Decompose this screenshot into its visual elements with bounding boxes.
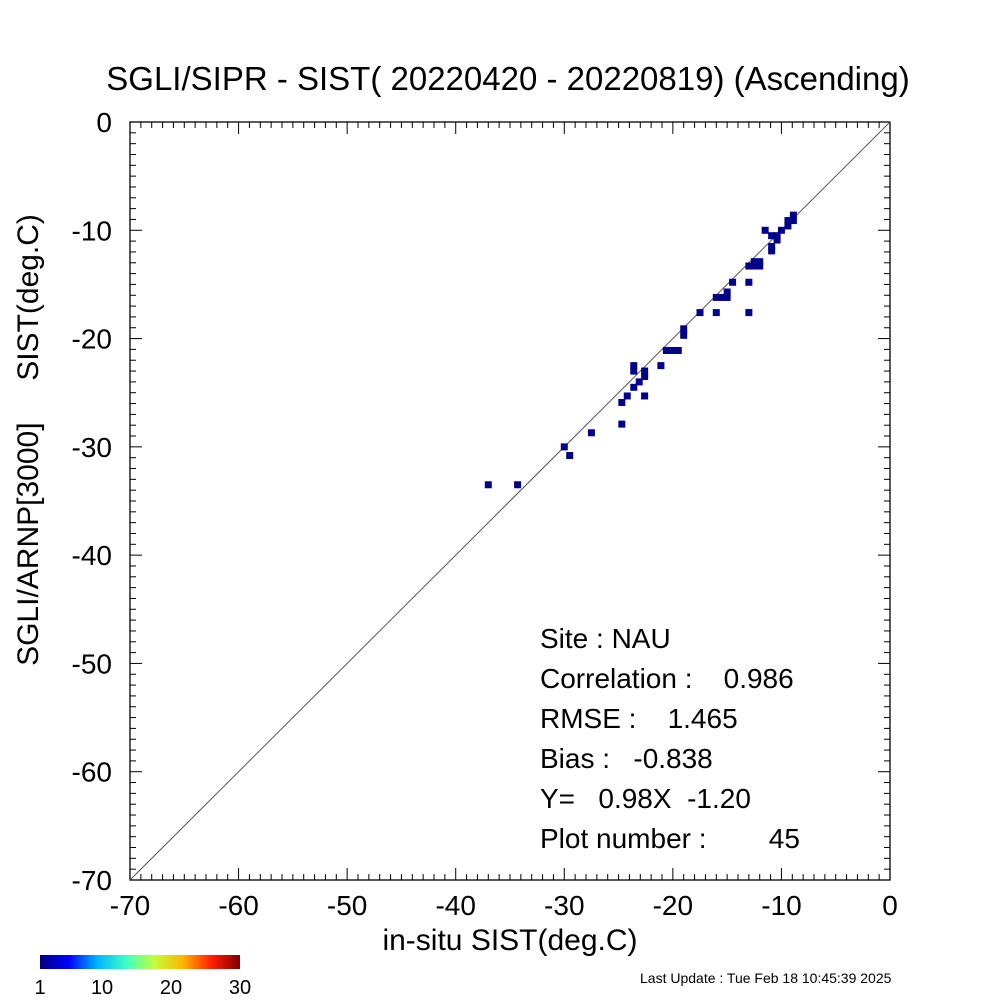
data-point — [630, 362, 638, 370]
data-point — [784, 217, 792, 225]
data-point — [674, 346, 682, 354]
stat-bias: Bias : -0.838 — [540, 743, 713, 774]
data-point — [723, 293, 731, 301]
stat-regression: Y= 0.98X -1.20 — [540, 783, 751, 814]
stat-site: Site : NAU — [540, 623, 671, 654]
data-points — [484, 211, 797, 489]
data-point — [756, 262, 764, 270]
data-point — [768, 243, 776, 251]
data-point — [630, 367, 638, 375]
data-point — [662, 346, 670, 354]
data-point — [484, 481, 492, 489]
data-point — [723, 288, 731, 296]
data-point — [641, 392, 649, 400]
data-point — [696, 309, 704, 317]
data-point — [618, 398, 626, 406]
y-tick-label: -40 — [72, 540, 112, 571]
data-point — [669, 346, 677, 354]
data-point — [789, 217, 797, 225]
data-point — [566, 452, 574, 460]
data-point — [756, 258, 764, 266]
data-point — [750, 262, 758, 270]
y-tick-label: -70 — [72, 865, 112, 896]
data-point — [768, 232, 776, 240]
one-to-one-line — [129, 121, 891, 881]
data-point — [773, 236, 781, 244]
x-tick-label: -40 — [435, 890, 475, 921]
data-point — [777, 226, 785, 234]
x-tick-label: 0 — [882, 890, 898, 921]
data-point — [618, 420, 626, 428]
data-point — [784, 222, 792, 230]
data-point — [560, 443, 568, 451]
y-tick-label: -20 — [72, 324, 112, 355]
y-tick-label: -50 — [72, 648, 112, 679]
minor-ticks — [130, 122, 890, 880]
y-tick-label: -10 — [72, 215, 112, 246]
data-point — [712, 293, 720, 301]
colorbar — [40, 955, 240, 969]
x-tick-label: -10 — [761, 890, 801, 921]
stat-plot-number: Plot number : 45 — [540, 823, 800, 854]
y-tick-label: 0 — [96, 107, 112, 138]
x-axis-title: in-situ SIST(deg.C) — [382, 924, 637, 957]
colorbar-label: 20 — [160, 977, 182, 999]
y-tick-labels: 0 -10 -20 -30 -40 -50 -60 -70 — [72, 107, 112, 896]
x-tick-label: -30 — [544, 890, 584, 921]
data-point — [768, 247, 776, 255]
data-point — [635, 378, 643, 386]
data-point — [761, 226, 769, 234]
data-point — [773, 232, 781, 240]
data-point — [657, 362, 665, 370]
stats-box: Site : NAU Correlation : 0.986 RMSE : 1.… — [540, 623, 800, 854]
data-point — [789, 211, 797, 219]
data-point — [641, 367, 649, 375]
stat-rmse: RMSE : 1.465 — [540, 703, 738, 734]
data-point — [750, 258, 758, 266]
data-point — [680, 331, 688, 339]
colorbar-label: 30 — [229, 977, 251, 999]
data-point — [641, 372, 649, 380]
data-point — [630, 383, 638, 391]
colorbar-label: 10 — [91, 977, 113, 999]
y-tick-label: -60 — [72, 757, 112, 788]
major-ticks — [129, 121, 891, 881]
data-point — [514, 481, 522, 489]
data-point — [745, 278, 753, 286]
x-tick-labels: -70 -60 -50 -40 -30 -20 -10 0 — [110, 890, 898, 921]
y-tick-label: -30 — [72, 432, 112, 463]
x-tick-label: -70 — [110, 890, 150, 921]
data-point — [729, 278, 737, 286]
x-tick-label: -50 — [327, 890, 367, 921]
stat-correlation: Correlation : 0.986 — [540, 663, 794, 694]
data-point — [745, 309, 753, 317]
last-update-text: Last Update : Tue Feb 18 10:45:39 2025 — [640, 970, 892, 986]
data-point — [680, 325, 688, 333]
colorbar-labels: 1 10 20 30 — [34, 977, 251, 999]
x-tick-label: -20 — [653, 890, 693, 921]
data-point — [712, 309, 720, 317]
data-point — [623, 392, 631, 400]
data-point — [745, 262, 753, 270]
data-point — [718, 293, 726, 301]
chart-title: SGLI/SIPR - SIST( 20220420 - 20220819) (… — [106, 60, 909, 97]
colorbar-label: 1 — [34, 977, 45, 999]
x-tick-label: -60 — [218, 890, 258, 921]
y-axis-title: SGLI/ARNP[3000] SIST(deg.C) — [12, 214, 45, 666]
data-point — [587, 429, 595, 437]
